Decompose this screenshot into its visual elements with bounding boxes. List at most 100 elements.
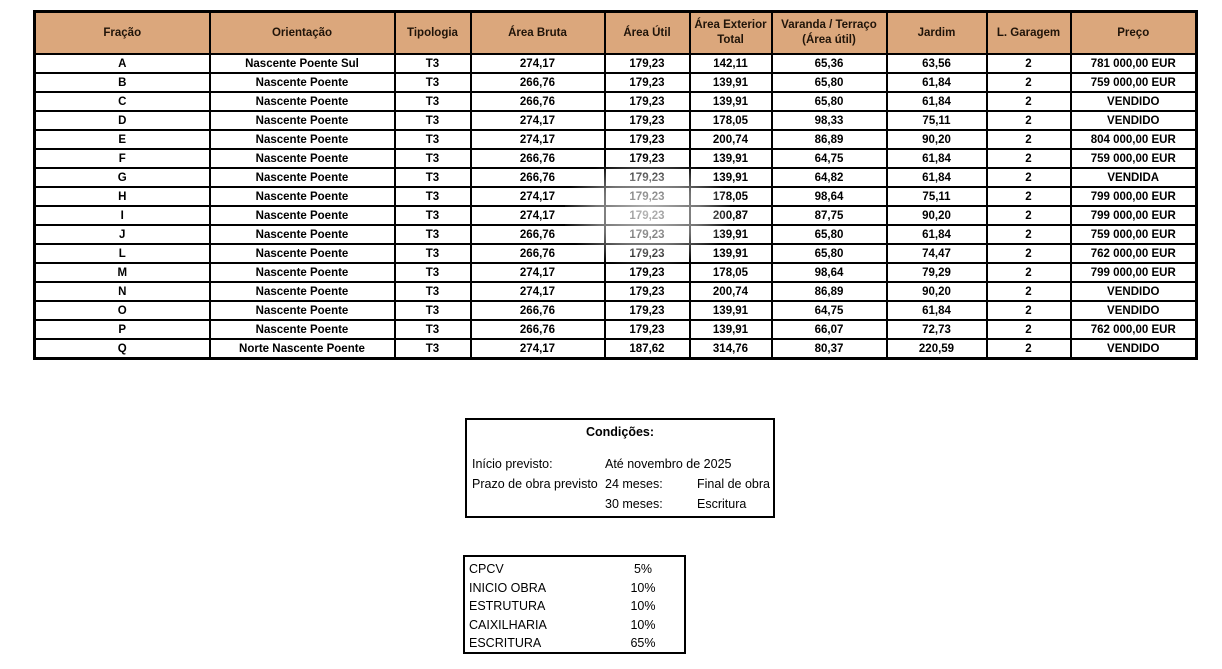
table-row: D Nascente Poente T3 274,17 179,23 178,05 98,3… xyxy=(33,110,1198,131)
table-cell: 90,20 xyxy=(885,281,988,302)
table-cell: 220,59 xyxy=(885,338,988,360)
payment-label: ESTRUTURA xyxy=(469,599,546,614)
payment-label: CAIXILHARIA xyxy=(469,617,547,632)
cond-label xyxy=(472,494,605,514)
price-table: Fração Orientação Tipologia Área Bruta Área … xyxy=(33,10,1198,360)
table-row: C Nascente Poente T3 266,76 179,23 139,91 65,8… xyxy=(33,91,1198,112)
table-cell: VENDIDA xyxy=(1069,167,1198,188)
table-cell: 179,23 xyxy=(603,129,691,150)
table-cell: 2 xyxy=(985,129,1072,150)
table-cell: 139,91 xyxy=(688,300,773,321)
table-cell: 274,17 xyxy=(469,186,606,207)
table-cell: 178,05 xyxy=(688,110,773,131)
table-cell: 75,11 xyxy=(885,110,988,131)
table-cell: T3 xyxy=(393,72,472,93)
table-cell: 2 xyxy=(985,148,1072,169)
table-row: G Nascente Poente T3 266,76 179,23 139,91 64,8… xyxy=(33,167,1198,188)
table-cell: T3 xyxy=(393,224,472,245)
payment-row: CAIXILHARIA 10% xyxy=(465,616,684,635)
table-cell: Nascente Poente xyxy=(208,224,396,245)
table-cell: Nascente Poente Sul xyxy=(208,53,396,74)
table-cell: 2 xyxy=(985,186,1072,207)
table-cell: 2 xyxy=(985,300,1072,321)
table-row: A Nascente Poente Sul T3 274,17 179,23 142,11… xyxy=(33,53,1198,74)
table-cell: 759 000,00 EUR xyxy=(1069,72,1198,93)
table-cell: E xyxy=(33,129,211,150)
table-cell: 2 xyxy=(985,262,1072,283)
table-cell: 179,23 xyxy=(603,319,691,340)
cond-label: Início previsto: xyxy=(472,457,553,471)
table-cell: 178,05 xyxy=(688,262,773,283)
table-cell: VENDIDO xyxy=(1069,338,1198,360)
table-cell: 61,84 xyxy=(885,91,988,112)
table-cell: 179,23 xyxy=(603,91,691,112)
table-cell: VENDIDO xyxy=(1069,300,1198,321)
payment-label: INICIO OBRA xyxy=(469,580,547,595)
table-cell: 61,84 xyxy=(885,148,988,169)
table-cell: T3 xyxy=(393,148,472,169)
table-row: L Nascente Poente T3 266,76 179,23 139,91 65,8… xyxy=(33,243,1198,264)
table-cell: Q xyxy=(33,338,211,360)
table-cell: 179,23 xyxy=(603,300,691,321)
table-cell: 762 000,00 EUR xyxy=(1069,319,1198,340)
table-cell: 179,23 xyxy=(603,205,691,226)
conditions-row: Início previsto: Até novembro de 2025 xyxy=(472,454,773,474)
column-header: L. Garagem xyxy=(985,10,1072,55)
table-cell: G xyxy=(33,167,211,188)
table-row: I Nascente Poente T3 274,17 179,23 200,87 87,7… xyxy=(33,205,1198,226)
payment-value: 10% xyxy=(630,599,656,614)
table-cell: 139,91 xyxy=(688,319,773,340)
table-cell: P xyxy=(33,319,211,340)
table-cell: T3 xyxy=(393,300,472,321)
table-cell: T3 xyxy=(393,338,472,360)
table-cell: 2 xyxy=(985,338,1072,360)
table-cell: Nascente Poente xyxy=(208,205,396,226)
price-table-body: A Nascente Poente Sul T3 274,17 179,23 142,11… xyxy=(33,53,1198,360)
table-cell: 2 xyxy=(985,110,1072,131)
table-cell: 274,17 xyxy=(469,53,606,74)
table-row: O Nascente Poente T3 266,76 179,23 139,91 64,7… xyxy=(33,300,1198,321)
table-cell: 87,75 xyxy=(770,205,888,226)
table-cell: 179,23 xyxy=(603,224,691,245)
table-cell: VENDIDO xyxy=(1069,91,1198,112)
column-header: Varanda / Terraço (Área útil) xyxy=(770,10,888,55)
table-cell: C xyxy=(33,91,211,112)
payment-value: 5% xyxy=(633,562,653,576)
table-cell: O xyxy=(33,300,211,321)
table-cell: 762 000,00 EUR xyxy=(1069,243,1198,264)
table-cell: Nascente Poente xyxy=(208,262,396,283)
table-row: N Nascente Poente T3 274,17 179,23 200,74 86,8… xyxy=(33,281,1198,302)
table-cell: 139,91 xyxy=(688,243,773,264)
table-cell: 781 000,00 EUR xyxy=(1069,53,1198,74)
table-cell: 65,80 xyxy=(770,224,888,245)
table-cell: T3 xyxy=(393,243,472,264)
payment-label: ESCRITURA xyxy=(469,636,542,651)
payment-label: CPCV xyxy=(469,562,504,576)
table-cell: 98,64 xyxy=(770,186,888,207)
table-cell: M xyxy=(33,262,211,283)
table-cell: Norte Nascente Poente xyxy=(208,338,396,360)
table-cell: 90,20 xyxy=(885,205,988,226)
table-cell: 2 xyxy=(985,319,1072,340)
table-row: B Nascente Poente T3 266,76 179,23 139,91 65,8… xyxy=(33,72,1198,93)
table-cell: 266,76 xyxy=(469,72,606,93)
table-cell: 200,74 xyxy=(688,129,773,150)
table-cell: Nascente Poente xyxy=(208,281,396,302)
table-cell: L xyxy=(33,243,211,264)
table-cell: Nascente Poente xyxy=(208,167,396,188)
table-cell: I xyxy=(33,205,211,226)
table-cell: T3 xyxy=(393,167,472,188)
cond-term: 24 meses: xyxy=(605,477,663,491)
table-cell: 178,05 xyxy=(688,186,773,207)
table-row: Q Norte Nascente Poente T3 274,17 187,62 314,… xyxy=(33,338,1198,360)
table-cell: Nascente Poente xyxy=(208,243,396,264)
payment-row: CPCV 5% xyxy=(465,560,684,579)
price-table-header-row: Fração Orientação Tipologia Área Bruta Área … xyxy=(33,10,1198,55)
table-cell: 179,23 xyxy=(603,281,691,302)
cond-term: 30 meses: xyxy=(605,497,663,511)
column-header: Área Bruta xyxy=(469,10,606,55)
table-cell: 86,89 xyxy=(770,281,888,302)
table-cell: 179,23 xyxy=(603,243,691,264)
table-cell: 61,84 xyxy=(885,167,988,188)
table-cell: 66,07 xyxy=(770,319,888,340)
